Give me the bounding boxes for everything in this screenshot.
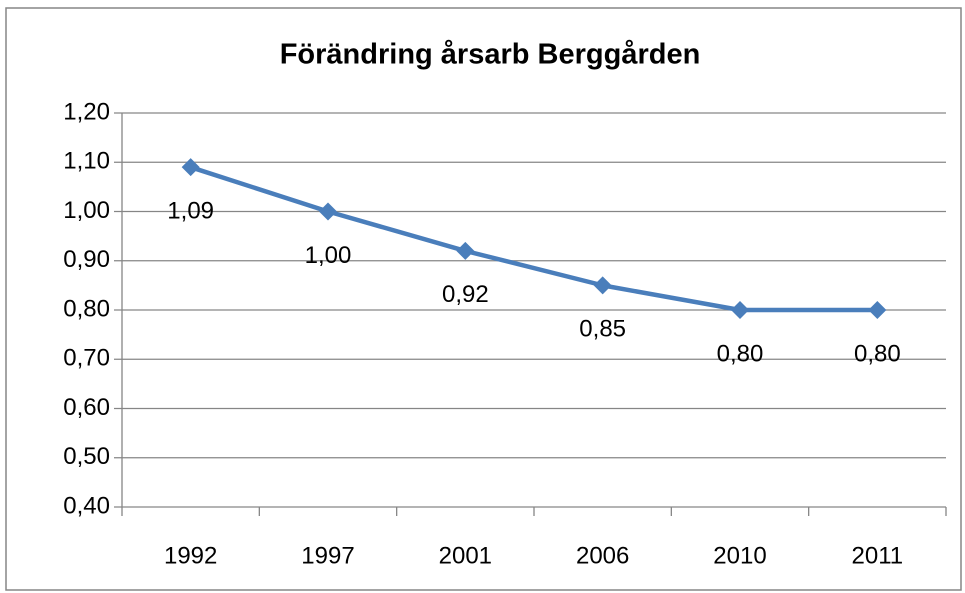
x-tick-label: 2011 — [852, 542, 904, 569]
y-tick-label: 0,50 — [63, 443, 110, 470]
data-label: 0,85 — [579, 316, 626, 343]
line — [189, 165, 878, 313]
data-label: 1,09 — [167, 198, 214, 225]
marker — [456, 241, 475, 260]
marker — [593, 276, 612, 295]
x-tick-label: 2006 — [576, 542, 629, 569]
data-label: 0,92 — [442, 281, 489, 308]
marker — [181, 158, 200, 177]
y-tick-label: 0,40 — [63, 492, 110, 519]
data-label: 0,80 — [854, 340, 901, 367]
x-tick-label: 1997 — [301, 542, 354, 569]
chart-title: Förändring årsarb Berggården — [280, 39, 701, 71]
marker — [319, 202, 337, 221]
data-label: 0,80 — [717, 340, 764, 367]
y-tick-label: 0,60 — [63, 394, 110, 421]
y-tick-label: 1,00 — [63, 197, 110, 224]
y-tick-label: 0,80 — [63, 295, 110, 322]
data-label: 1,00 — [305, 242, 352, 269]
y-tick-label: 0,90 — [63, 246, 110, 273]
marker — [731, 301, 749, 319]
x-tick-label: 2010 — [713, 542, 766, 569]
y-tick-label: 1,20 — [63, 98, 110, 125]
y-tick-label: 0,70 — [63, 345, 110, 372]
x-tick-label: 1992 — [164, 542, 217, 569]
x-tick-label: 2001 — [439, 542, 492, 569]
chart-border — [5, 7, 962, 591]
y-tick-label: 1,10 — [63, 148, 110, 175]
marker — [868, 301, 887, 319]
